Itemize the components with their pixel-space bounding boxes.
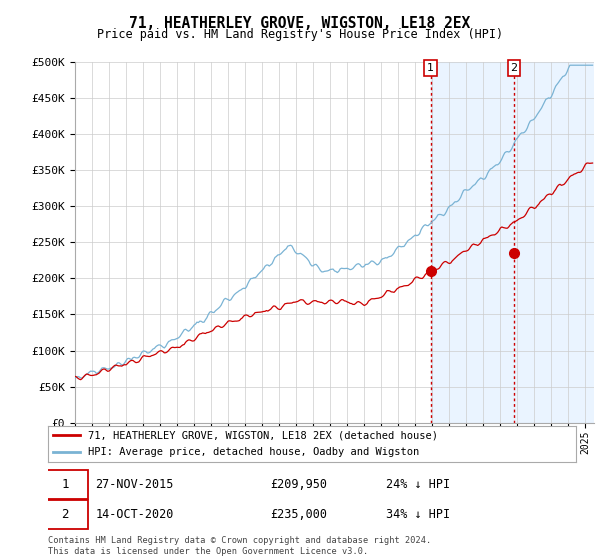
Text: Contains HM Land Registry data © Crown copyright and database right 2024.
This d: Contains HM Land Registry data © Crown c… — [48, 536, 431, 556]
Text: Price paid vs. HM Land Registry's House Price Index (HPI): Price paid vs. HM Land Registry's House … — [97, 28, 503, 41]
Bar — [431, 62, 600, 423]
FancyBboxPatch shape — [43, 470, 88, 499]
Text: 14-OCT-2020: 14-OCT-2020 — [95, 507, 174, 521]
Text: 34% ↓ HPI: 34% ↓ HPI — [386, 507, 450, 521]
Text: £235,000: £235,000 — [270, 507, 327, 521]
Text: 24% ↓ HPI: 24% ↓ HPI — [386, 478, 450, 491]
Text: 2: 2 — [511, 63, 518, 73]
Text: £209,950: £209,950 — [270, 478, 327, 491]
FancyBboxPatch shape — [43, 500, 88, 529]
Text: 27-NOV-2015: 27-NOV-2015 — [95, 478, 174, 491]
Text: 1: 1 — [61, 478, 68, 491]
Text: 1: 1 — [427, 63, 434, 73]
Text: 71, HEATHERLEY GROVE, WIGSTON, LE18 2EX: 71, HEATHERLEY GROVE, WIGSTON, LE18 2EX — [130, 16, 470, 31]
Text: 2: 2 — [61, 507, 68, 521]
Text: 71, HEATHERLEY GROVE, WIGSTON, LE18 2EX (detached house): 71, HEATHERLEY GROVE, WIGSTON, LE18 2EX … — [88, 431, 437, 440]
Text: HPI: Average price, detached house, Oadby and Wigston: HPI: Average price, detached house, Oadb… — [88, 447, 419, 457]
